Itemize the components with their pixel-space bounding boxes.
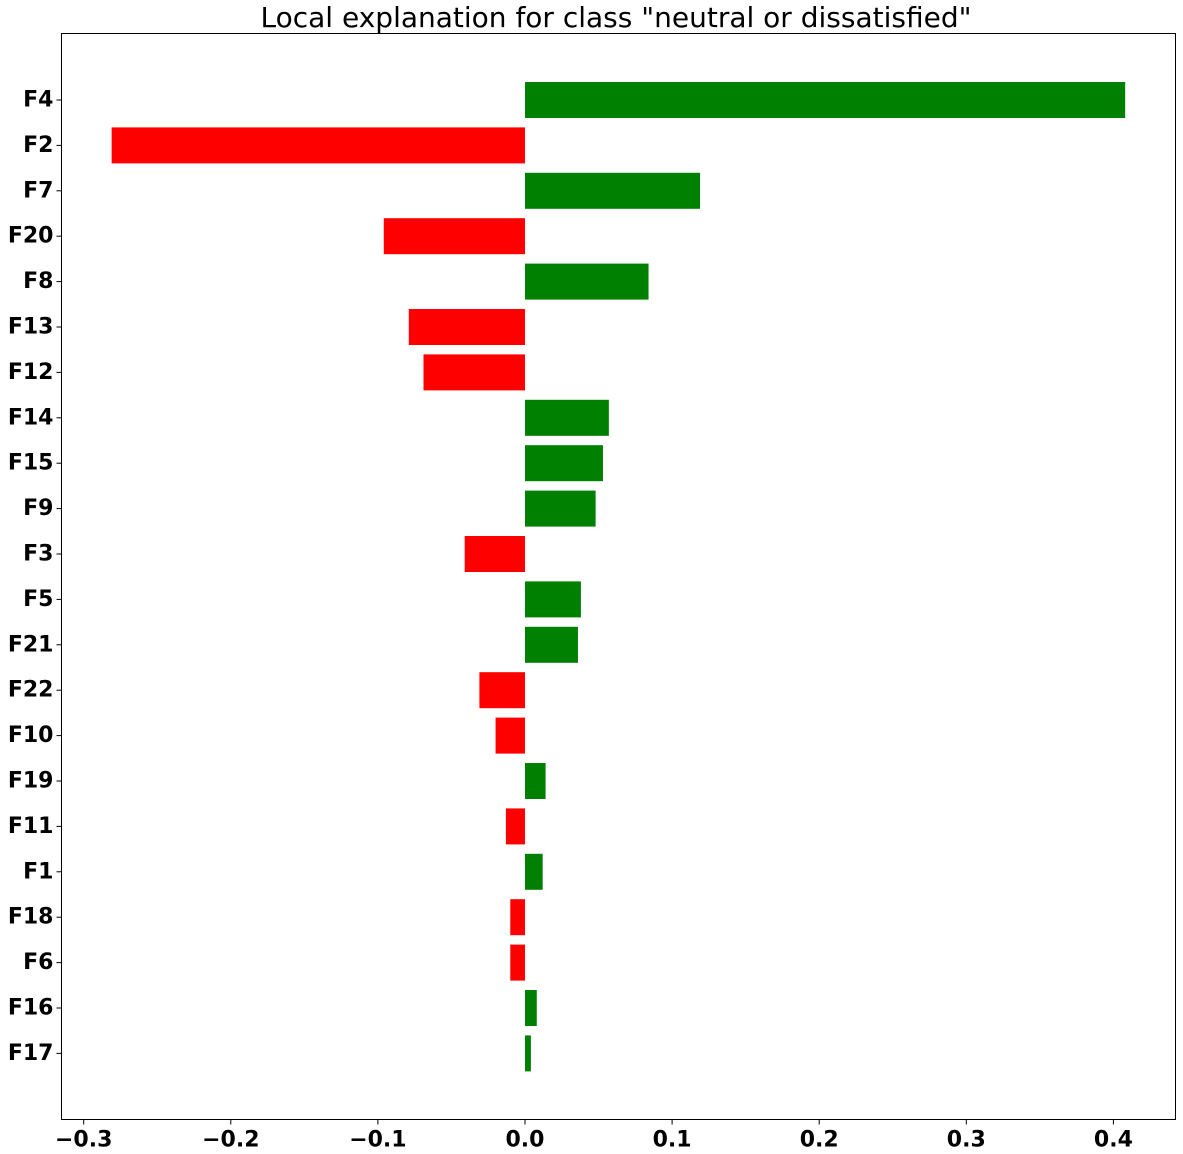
x-tick-label: −0.3 (55, 1128, 112, 1153)
y-tick-label: F22 (8, 678, 54, 703)
x-tick-label: 0.2 (800, 1128, 839, 1153)
chart-title: Local explanation for class "neutral or … (261, 1, 972, 34)
x-tick-label: −0.1 (349, 1128, 406, 1153)
bar-f9 (525, 490, 596, 527)
y-tick-label: F17 (8, 1041, 54, 1066)
y-tick-label: F16 (8, 996, 54, 1021)
bar-f14 (525, 399, 609, 436)
y-tick-label: F20 (8, 224, 54, 249)
y-tick-label: F19 (8, 769, 54, 794)
y-tick-label: F9 (23, 496, 53, 521)
x-tick-label: 0.4 (1094, 1128, 1133, 1153)
plot-frame (61, 33, 1176, 1120)
y-tick-label: F6 (23, 950, 53, 975)
bar-f15 (525, 445, 603, 482)
bar-f7 (525, 172, 701, 209)
bar-f12 (423, 354, 525, 391)
bar-f13 (408, 309, 525, 345)
bar-f16 (525, 990, 537, 1026)
y-tick-label: F15 (8, 451, 54, 476)
bar-f1 (525, 853, 543, 890)
y-tick-label: F7 (23, 178, 53, 203)
x-tick-label: 0.3 (947, 1128, 986, 1153)
bar-f6 (510, 944, 525, 981)
bar-f4 (525, 82, 1126, 118)
y-tick-label: F11 (8, 814, 54, 839)
bar-f17 (525, 1035, 531, 1072)
y-tick-label: F14 (8, 405, 54, 430)
bar-f18 (510, 899, 525, 936)
y-tick-label: F10 (8, 723, 54, 748)
bar-f19 (525, 763, 546, 799)
y-tick-label: F4 (23, 88, 53, 113)
x-axis: −0.3 −0.2 −0.1 0.0 0.1 0.2 0.3 0.4 (55, 1119, 1133, 1153)
y-tick-label: F21 (8, 632, 54, 657)
bar-f5 (525, 581, 581, 618)
bar-f20 (383, 218, 525, 255)
bar-f21 (525, 626, 578, 663)
y-tick-label: F18 (8, 905, 54, 930)
bar-f22 (479, 672, 525, 709)
bar-f10 (495, 717, 525, 754)
bars-group (111, 82, 1126, 1072)
bar-f11 (505, 808, 525, 845)
y-tick-label: F12 (8, 360, 54, 385)
y-tick-label: F5 (23, 587, 53, 612)
y-axis: F4 F2 F7 F20 F8 F13 F12 F14 F15 F9 F3 F5 F21 F22 F10 F1… (8, 88, 62, 1066)
bar-f2 (111, 127, 526, 164)
y-tick-label: F3 (23, 542, 53, 567)
y-tick-label: F2 (23, 133, 53, 158)
x-tick-label: 0.1 (653, 1128, 692, 1153)
bar-f8 (525, 263, 649, 300)
bar-f3 (464, 536, 525, 572)
y-tick-label: F8 (23, 269, 53, 294)
y-tick-label: F13 (8, 315, 54, 340)
x-tick-label: 0.0 (506, 1128, 545, 1153)
x-tick-label: −0.2 (202, 1128, 259, 1153)
y-tick-label: F1 (23, 859, 53, 884)
